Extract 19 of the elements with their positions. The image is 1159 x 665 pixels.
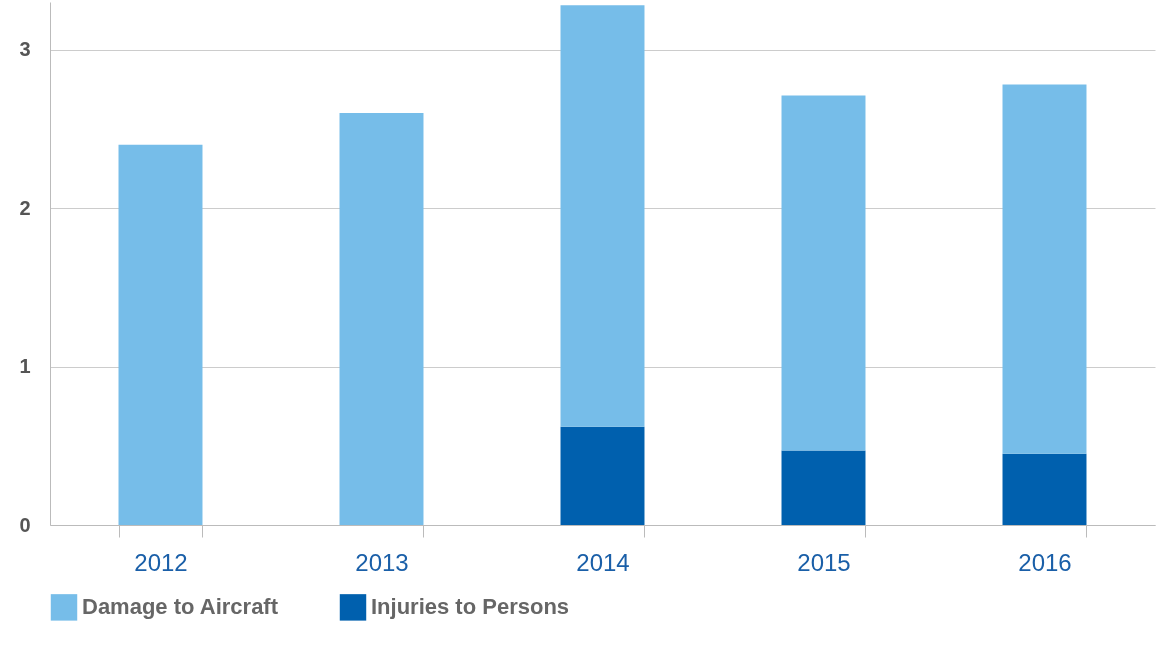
y-tick-label: 3 bbox=[19, 38, 31, 61]
y-tick-label: 2 bbox=[19, 196, 31, 219]
y-tick-label: 1 bbox=[19, 355, 31, 378]
x-tick-label: 2015 bbox=[797, 548, 851, 576]
x-tick-label: 2016 bbox=[1018, 548, 1072, 576]
y-tick-label: 0 bbox=[19, 513, 31, 536]
bar bbox=[339, 112, 424, 525]
legend-label: Injuries to Persons bbox=[371, 594, 570, 620]
bar bbox=[560, 5, 645, 427]
x-tick-label: 2012 bbox=[134, 548, 188, 576]
x-tick-label: 2014 bbox=[576, 548, 630, 576]
bar bbox=[781, 450, 866, 525]
x-tick-label: 2013 bbox=[355, 548, 409, 576]
bar bbox=[118, 144, 203, 525]
legend-label: Damage to Aircraft bbox=[82, 594, 279, 620]
bar bbox=[560, 426, 645, 525]
bar bbox=[1002, 84, 1087, 454]
bar bbox=[1002, 453, 1087, 525]
bar bbox=[781, 95, 866, 451]
